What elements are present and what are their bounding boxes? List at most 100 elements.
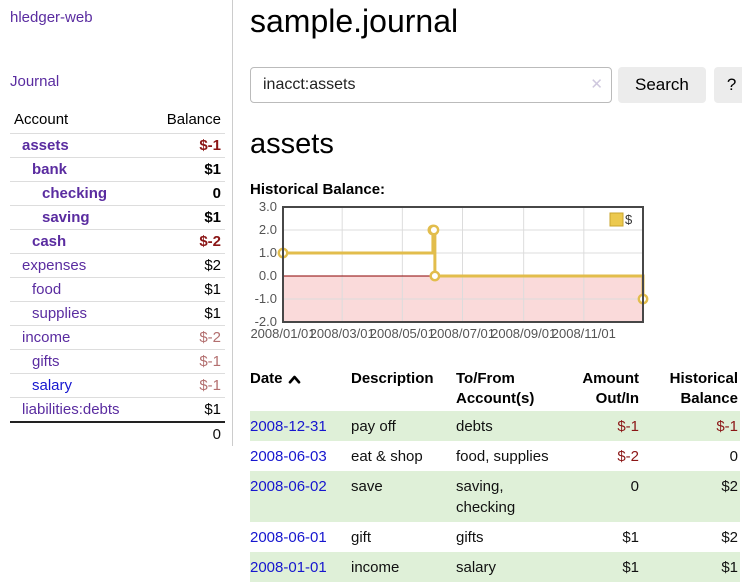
transaction-description: income bbox=[351, 559, 400, 576]
search-box: ✕ bbox=[250, 67, 612, 103]
transaction-balance: 0 bbox=[729, 448, 738, 465]
sidebar-total-row: 0 bbox=[10, 421, 225, 446]
sidebar-account-row: bank $1 bbox=[10, 157, 225, 182]
sidebar-account-link[interactable]: bank bbox=[32, 161, 68, 178]
accounts-col-account: Account bbox=[14, 111, 69, 128]
sidebar-account-balance: $-1 bbox=[147, 373, 225, 398]
y-axis-tick-label: -1.0 bbox=[255, 291, 277, 306]
sidebar: hledger-web Journal Account Balance asse… bbox=[0, 0, 233, 582]
sidebar-account-link[interactable]: checking bbox=[42, 185, 108, 202]
register-col-description: Description bbox=[351, 370, 434, 387]
sidebar-account-row: supplies $1 bbox=[10, 301, 225, 326]
search-form: ✕ Search ? bbox=[250, 67, 742, 103]
sidebar-account-balance: $-2 bbox=[147, 325, 225, 350]
transaction-description: pay off bbox=[351, 418, 396, 435]
register-row: 2008-01-01 income salary $1 $1 bbox=[250, 552, 740, 582]
sidebar-item-journal[interactable]: Journal bbox=[10, 73, 60, 90]
nav-journal: Journal bbox=[10, 73, 225, 90]
y-axis-tick-label: 0.0 bbox=[259, 268, 277, 283]
register-row: 2008-12-31 pay off debts $-1 $-1 bbox=[250, 411, 740, 441]
chart-canvas: $3.0 2.0 1.0 0.0 -1.0 -2.02008/01/012008/03/0… bbox=[250, 199, 649, 341]
sidebar-account-link[interactable]: saving bbox=[42, 209, 90, 226]
transaction-amount: $1 bbox=[622, 529, 639, 546]
x-axis-tick-label: 2008/05/01 bbox=[370, 326, 435, 341]
sidebar-account-balance: $1 bbox=[147, 157, 225, 182]
x-axis-tick-label: 2008/09/01 bbox=[491, 326, 556, 341]
transaction-balance: $2 bbox=[721, 529, 738, 546]
sidebar-account-balance: 0 bbox=[147, 181, 225, 206]
brand-link[interactable]: hledger-web bbox=[10, 9, 93, 26]
sidebar-account-link[interactable]: food bbox=[32, 281, 62, 298]
chart-border bbox=[282, 206, 644, 323]
register-col-accounts: To/From Account(s) bbox=[456, 370, 535, 407]
sidebar-account-link[interactable]: liabilities:debts bbox=[22, 401, 120, 418]
register-header-row: Date Description To/From Account(s) Amou… bbox=[250, 367, 740, 411]
sidebar-account-row: gifts $-1 bbox=[10, 349, 225, 374]
sidebar-account-link[interactable]: supplies bbox=[32, 305, 88, 322]
sidebar-account-link[interactable]: income bbox=[22, 329, 71, 346]
transaction-accounts: gifts bbox=[456, 529, 484, 546]
search-button[interactable]: Search bbox=[618, 67, 706, 103]
accounts-header-row: Account Balance bbox=[10, 109, 225, 134]
register-col-date-label: Date bbox=[250, 370, 283, 387]
sidebar-account-link[interactable]: expenses bbox=[22, 257, 87, 274]
sidebar-account-row: expenses $2 bbox=[10, 253, 225, 278]
accounts-col-balance: Balance bbox=[166, 111, 221, 128]
sidebar-account-link[interactable]: salary bbox=[32, 377, 73, 394]
sidebar-account-row: food $1 bbox=[10, 277, 225, 302]
historical-balance-chart: $3.0 2.0 1.0 0.0 -1.0 -2.0 2008/01/01 2008/03/0… bbox=[250, 199, 742, 345]
y-axis-tick-label: 3.0 bbox=[259, 199, 277, 214]
sidebar-account-link[interactable]: gifts bbox=[32, 353, 60, 370]
search-input[interactable] bbox=[250, 67, 612, 103]
transaction-date-link[interactable]: 2008-12-31 bbox=[250, 418, 327, 435]
sidebar-panel: hledger-web Journal Account Balance asse… bbox=[0, 0, 233, 446]
transaction-accounts: debts bbox=[456, 418, 493, 435]
transaction-amount: 0 bbox=[630, 478, 639, 495]
register-col-balance: Historical Balance bbox=[669, 370, 738, 407]
sort-ascending-icon bbox=[288, 375, 300, 384]
transaction-amount: $-1 bbox=[617, 418, 639, 435]
chart-point-marker bbox=[428, 224, 440, 236]
chart-legend-label: $ bbox=[625, 212, 633, 227]
transaction-balance: $-1 bbox=[716, 418, 738, 435]
sidebar-account-row: saving $1 bbox=[10, 205, 225, 230]
register-col-amount: Amount Out/In bbox=[582, 370, 639, 407]
sidebar-total-balance: 0 bbox=[147, 421, 225, 446]
transaction-date-link[interactable]: 2008-06-01 bbox=[250, 529, 327, 546]
account-title: assets bbox=[250, 128, 334, 160]
transaction-amount: $1 bbox=[622, 559, 639, 576]
transaction-balance: $2 bbox=[721, 478, 738, 495]
search-help-button[interactable]: ? bbox=[713, 67, 742, 103]
sidebar-account-balance: $1 bbox=[147, 205, 225, 230]
transaction-description: eat & shop bbox=[351, 448, 423, 465]
sidebar-account-row: liabilities:debts $1 bbox=[10, 397, 225, 422]
sidebar-account-row: salary $-1 bbox=[10, 373, 225, 398]
transaction-date-link[interactable]: 2008-06-02 bbox=[250, 478, 327, 495]
y-axis-tick-label: -2.0 bbox=[255, 314, 277, 329]
transaction-balance: $1 bbox=[721, 559, 738, 576]
accounts-table: Account Balance assets $-1 bank $1 check… bbox=[10, 109, 225, 446]
sidebar-account-balance: $-1 bbox=[147, 349, 225, 374]
sidebar-account-balance: $1 bbox=[147, 301, 225, 326]
y-axis-tick-label: 2.0 bbox=[259, 222, 277, 237]
transaction-amount: $-2 bbox=[617, 448, 639, 465]
sidebar-account-row: cash $-2 bbox=[10, 229, 225, 254]
register-row: 2008-06-02 save saving, checking 0 $2 bbox=[250, 471, 740, 522]
main-content: sample.journal ✕ Search ? assets Histori… bbox=[233, 0, 742, 582]
sidebar-account-balance: $1 bbox=[147, 277, 225, 302]
register-col-date: Date bbox=[250, 367, 347, 411]
sidebar-account-row: checking 0 bbox=[10, 181, 225, 206]
register-row: 2008-06-01 gift gifts $1 $2 bbox=[250, 522, 740, 552]
chart-title: Historical Balance: bbox=[250, 181, 386, 198]
register-row: 2008-06-03 eat & shop food, supplies $-2… bbox=[250, 441, 740, 471]
transaction-date-link[interactable]: 2008-01-01 bbox=[250, 559, 327, 576]
chart-legend-swatch bbox=[609, 212, 624, 227]
page-title: sample.journal bbox=[250, 3, 459, 39]
clear-search-icon[interactable]: ✕ bbox=[590, 76, 603, 93]
sidebar-account-balance: $-2 bbox=[147, 229, 225, 254]
sidebar-account-link[interactable]: assets bbox=[22, 137, 69, 154]
transaction-date-link[interactable]: 2008-06-03 bbox=[250, 448, 327, 465]
register-table: Date Description To/From Account(s) Amou… bbox=[250, 367, 740, 582]
sidebar-account-row: income $-2 bbox=[10, 325, 225, 350]
sidebar-account-link[interactable]: cash bbox=[32, 233, 67, 250]
